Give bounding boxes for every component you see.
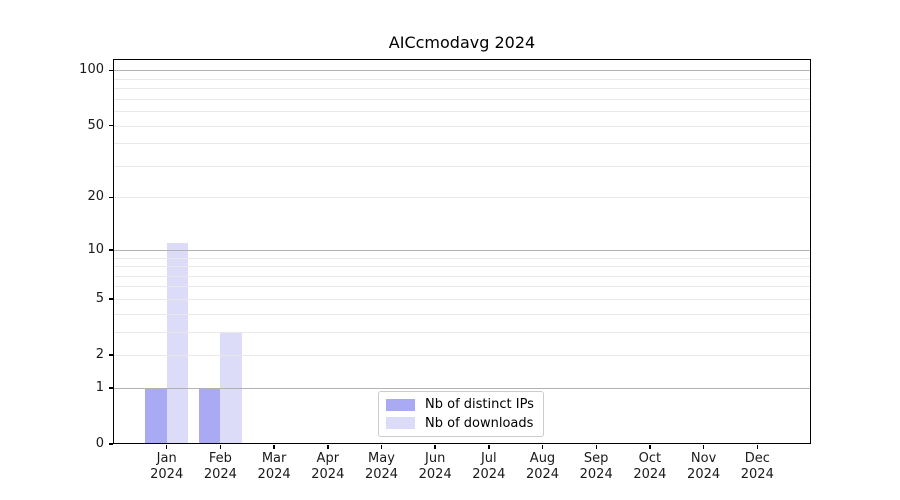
y-tick-mark xyxy=(109,298,113,300)
x-tick-label: Dec 2024 xyxy=(725,451,789,483)
x-tick-year: 2024 xyxy=(687,467,721,482)
x-tick-mark xyxy=(327,445,329,449)
x-tick-year: 2024 xyxy=(203,467,237,482)
x-tick-year: 2024 xyxy=(364,467,399,482)
x-tick-year: 2024 xyxy=(472,467,506,482)
x-tick-month: Jan xyxy=(156,451,177,466)
legend-entry: Nb of downloads xyxy=(386,416,536,431)
chart-title: AICcmodavg 2024 xyxy=(388,33,536,52)
x-tick-label: Aug 2024 xyxy=(511,451,575,483)
x-tick-mark xyxy=(595,445,597,449)
y-tick-mark xyxy=(109,69,113,71)
x-tick-year: 2024 xyxy=(311,467,345,482)
gridline-minor xyxy=(113,266,811,267)
x-tick-year: 2024 xyxy=(633,467,667,482)
x-tick-month: Mar xyxy=(261,451,287,466)
x-tick-month: Oct xyxy=(638,451,662,466)
x-tick-month: Aug xyxy=(529,451,556,466)
gridline-minor xyxy=(113,111,811,113)
x-tick-month: Jun xyxy=(425,451,446,466)
y-tick-label: 1 xyxy=(95,379,104,395)
x-tick-year: 2024 xyxy=(525,467,560,482)
bar-downloads xyxy=(220,331,242,444)
plot-area xyxy=(113,59,811,444)
y-tick-label: 2 xyxy=(95,347,104,362)
y-tick-label: 10 xyxy=(87,241,104,257)
gridline-minor xyxy=(113,88,811,90)
gridline-minor xyxy=(113,143,811,145)
x-tick-month: May xyxy=(368,451,395,466)
x-tick-label: Apr 2024 xyxy=(296,451,360,483)
x-tick-label: Mar 2024 xyxy=(242,451,306,483)
legend-swatch-distinct-ips xyxy=(386,398,415,411)
legend-label: Nb of distinct IPs xyxy=(425,397,534,413)
x-tick-mark xyxy=(165,445,168,449)
gridline-minor xyxy=(113,165,811,167)
gridline-minor xyxy=(113,313,811,315)
gridline-minor xyxy=(113,286,811,288)
gridline-minor xyxy=(113,78,811,80)
gridline-minor xyxy=(113,331,811,333)
y-tick-mark xyxy=(109,387,113,389)
y-tick-label: 100 xyxy=(79,62,104,78)
x-tick-year: 2024 xyxy=(740,467,774,482)
x-tick-mark xyxy=(488,445,490,449)
legend: Nb of distinct IPs Nb of downloads xyxy=(378,391,544,437)
gridline-minor xyxy=(113,275,811,277)
x-tick-label: Oct 2024 xyxy=(618,451,682,483)
x-tick-label: Sep 2024 xyxy=(564,451,628,483)
gridline-major xyxy=(113,249,811,251)
x-tick-month: Jul xyxy=(480,451,497,466)
y-tick-mark xyxy=(109,249,113,251)
x-tick-mark xyxy=(541,445,544,449)
y-tick-mark xyxy=(109,196,113,199)
y-tick-label: 50 xyxy=(87,117,104,133)
gridline-minor xyxy=(113,298,811,300)
x-tick-month: Nov xyxy=(690,451,717,466)
x-tick-month: Dec xyxy=(744,451,770,466)
y-tick-mark xyxy=(109,443,113,445)
x-tick-mark xyxy=(756,445,759,449)
gridline-major xyxy=(113,70,811,72)
bar-downloads xyxy=(166,242,189,444)
x-tick-label: Nov 2024 xyxy=(672,451,736,483)
x-tick-year: 2024 xyxy=(418,467,452,482)
x-tick-month: Apr xyxy=(316,451,340,466)
x-tick-mark xyxy=(434,445,436,449)
x-tick-mark xyxy=(649,445,651,449)
x-tick-mark xyxy=(380,445,383,449)
gridline-minor xyxy=(113,197,811,199)
legend-label: Nb of downloads xyxy=(425,415,534,431)
y-tick-label: 0 xyxy=(95,436,104,451)
x-tick-label: Jun 2024 xyxy=(403,451,467,483)
y-tick-label: 20 xyxy=(87,189,104,205)
x-tick-month: Feb xyxy=(208,451,232,466)
x-tick-year: 2024 xyxy=(257,467,291,482)
y-tick-mark xyxy=(109,354,113,356)
x-tick-label: Jan 2024 xyxy=(135,451,199,483)
legend-swatch-downloads xyxy=(386,417,415,430)
gridline-minor xyxy=(113,355,811,356)
x-tick-label: Jul 2024 xyxy=(457,451,521,483)
x-tick-year: 2024 xyxy=(579,467,613,482)
x-tick-mark xyxy=(273,445,275,449)
y-tick-label: 5 xyxy=(95,290,104,306)
x-tick-mark xyxy=(219,445,222,449)
gridline-minor xyxy=(113,257,811,259)
y-tick-mark xyxy=(109,124,113,127)
gridline-minor xyxy=(113,98,811,100)
x-tick-label: Feb 2024 xyxy=(188,451,252,483)
x-tick-mark xyxy=(702,445,705,449)
bar-distinct-ips xyxy=(145,387,167,444)
bar-distinct-ips xyxy=(198,387,221,444)
x-tick-label: May 2024 xyxy=(350,451,414,483)
x-tick-year: 2024 xyxy=(150,467,184,482)
legend-entry: Nb of distinct IPs xyxy=(386,397,536,412)
x-tick-month: Sep xyxy=(583,451,609,466)
gridline-minor xyxy=(113,125,811,127)
